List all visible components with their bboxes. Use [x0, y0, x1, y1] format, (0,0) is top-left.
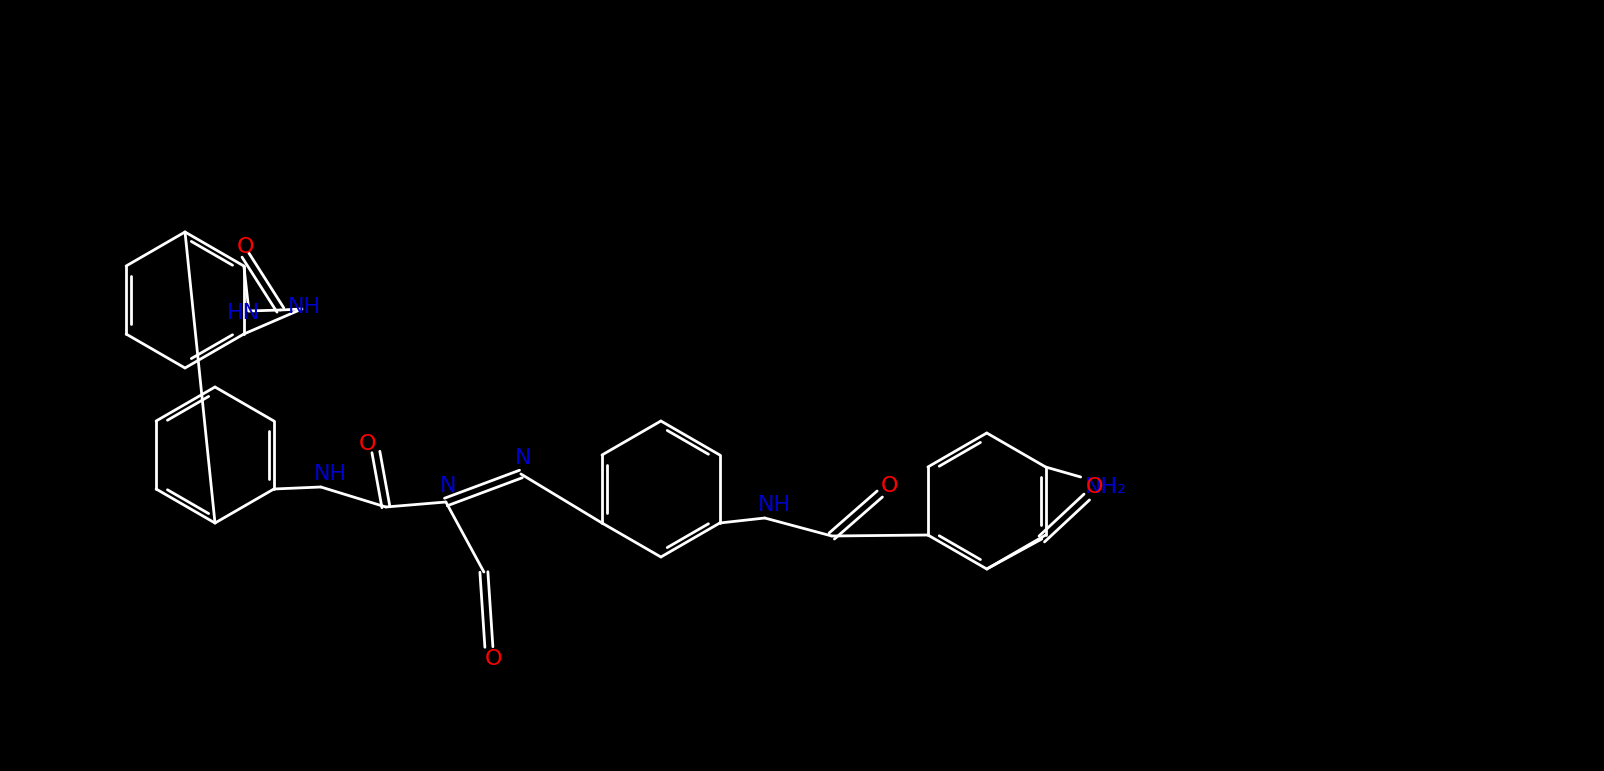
Text: NH₂: NH₂ [1084, 477, 1126, 497]
Text: O: O [484, 649, 502, 669]
Text: NH: NH [314, 464, 348, 484]
Text: N: N [515, 448, 531, 468]
Text: NH: NH [289, 297, 321, 317]
Text: NH: NH [759, 495, 791, 515]
Text: O: O [1086, 477, 1104, 497]
Text: O: O [237, 237, 253, 257]
Text: O: O [881, 476, 898, 496]
Text: HN: HN [228, 303, 260, 323]
Text: O: O [359, 434, 377, 454]
Text: N: N [439, 476, 456, 496]
